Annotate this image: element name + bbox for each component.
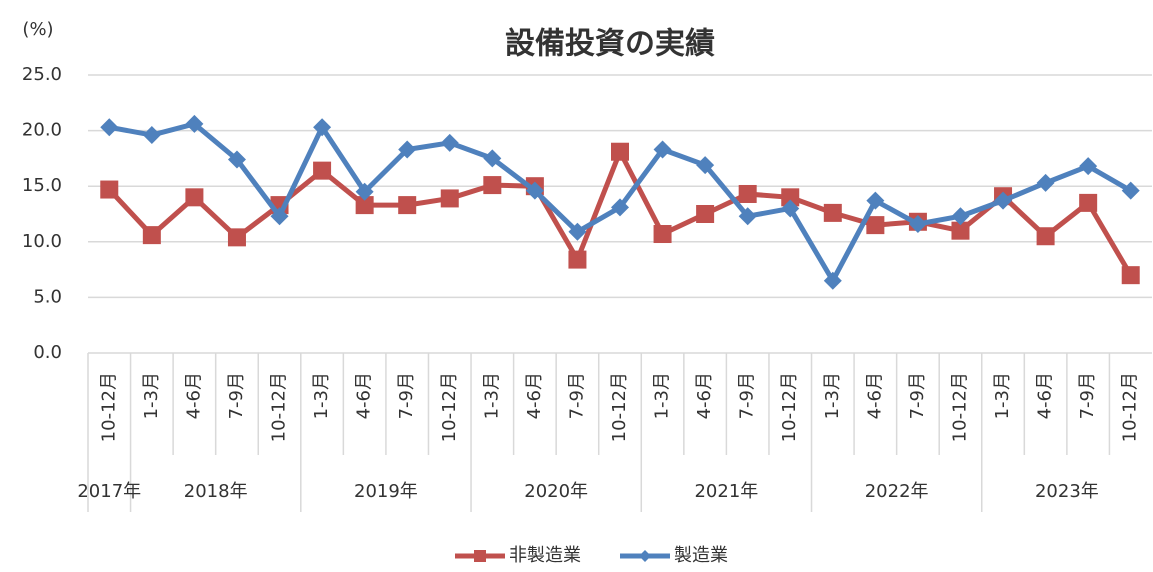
data-marker	[823, 203, 842, 222]
data-marker	[568, 222, 587, 241]
data-marker	[738, 207, 757, 226]
x-tick-label: 10-12月	[98, 372, 119, 442]
data-marker	[866, 216, 885, 235]
data-marker	[866, 191, 885, 210]
x-tick-label: 4-6月	[694, 372, 715, 419]
data-marker	[738, 184, 757, 203]
x-tick-label: 1-3月	[481, 372, 502, 419]
data-marker	[1121, 181, 1140, 200]
y-tick-label: 0.0	[33, 342, 62, 363]
data-marker	[100, 180, 119, 199]
data-marker	[951, 207, 970, 226]
data-marker	[696, 205, 715, 223]
data-marker	[398, 140, 417, 159]
data-marker	[908, 215, 927, 234]
x-tick-label: 4-6月	[864, 372, 885, 419]
x-tick-label: 7-9月	[226, 372, 247, 419]
y-axis-label: (%)	[22, 19, 53, 40]
data-marker	[185, 114, 204, 133]
group-label: 2018年	[184, 481, 248, 502]
data-marker	[611, 198, 629, 217]
y-tick-label: 5.0	[33, 286, 62, 307]
data-marker	[525, 181, 544, 200]
data-marker	[483, 176, 502, 195]
x-tick-label: 10-12月	[439, 372, 460, 442]
data-marker	[142, 126, 161, 145]
data-marker	[1079, 157, 1098, 176]
x-tick-label: 1-3月	[141, 372, 162, 419]
y-tick-label: 10.0	[22, 231, 62, 252]
chart-title: 設備投資の実績	[505, 27, 715, 62]
data-marker	[227, 228, 246, 247]
x-tick-label: 10-12月	[609, 372, 630, 442]
x-tick-label: 4-6月	[1035, 372, 1056, 419]
x-tick-label: 1-3月	[311, 372, 332, 419]
y-tick-label: 25.0	[22, 64, 62, 85]
data-marker	[781, 188, 800, 207]
group-label: 2021年	[694, 481, 758, 502]
data-marker	[611, 142, 629, 161]
y-tick-label: 15.0	[22, 175, 62, 196]
x-tick-label: 7-9月	[737, 372, 758, 419]
x-tick-label: 10-12月	[1120, 372, 1141, 442]
data-marker	[823, 271, 842, 290]
x-tick-label: 7-9月	[566, 372, 587, 419]
data-marker	[1079, 193, 1098, 212]
data-marker	[994, 191, 1013, 210]
x-tick-label: 10-12月	[949, 372, 970, 442]
x-tick-label: 4-6月	[354, 372, 375, 419]
data-marker	[696, 156, 715, 175]
data-marker	[142, 226, 161, 245]
x-tick-label: 1-3月	[652, 372, 673, 419]
legend-label: 製造業	[674, 545, 728, 566]
data-marker	[313, 118, 332, 137]
data-marker	[653, 140, 672, 159]
data-marker	[185, 188, 204, 207]
x-tick-label: 1-3月	[992, 372, 1013, 419]
data-marker	[440, 189, 459, 208]
x-tick-label: 10-12月	[269, 372, 290, 442]
data-marker	[483, 149, 502, 168]
data-marker	[440, 133, 459, 152]
data-marker	[355, 196, 374, 215]
data-marker	[781, 199, 800, 218]
x-tick-label: 1-3月	[822, 372, 843, 419]
legend-label: 非製造業	[509, 545, 581, 566]
group-label: 2017年	[77, 481, 141, 502]
x-tick-label: 7-9月	[396, 372, 417, 419]
data-marker	[313, 161, 332, 180]
x-tick-label: 4-6月	[183, 372, 204, 419]
data-marker	[227, 150, 246, 169]
x-tick-label: 7-9月	[1077, 372, 1098, 419]
legend-marker	[639, 550, 651, 562]
data-marker	[653, 225, 672, 244]
x-tick-label: 10-12月	[779, 372, 800, 442]
data-marker	[1036, 173, 1055, 192]
group-label: 2019年	[354, 481, 418, 502]
data-marker	[355, 182, 374, 201]
data-marker	[568, 250, 587, 269]
x-tick-label: 7-9月	[907, 372, 928, 419]
group-label: 2020年	[524, 481, 588, 502]
data-marker	[398, 196, 417, 215]
legend-marker	[474, 550, 486, 562]
data-marker	[270, 207, 289, 226]
data-marker	[100, 118, 119, 137]
y-tick-label: 20.0	[22, 120, 62, 141]
data-marker	[1121, 266, 1140, 285]
data-marker	[951, 221, 970, 240]
group-label: 2023年	[1035, 481, 1099, 502]
x-tick-label: 4-6月	[524, 372, 545, 419]
group-label: 2022年	[865, 481, 929, 502]
data-marker	[1036, 227, 1055, 246]
